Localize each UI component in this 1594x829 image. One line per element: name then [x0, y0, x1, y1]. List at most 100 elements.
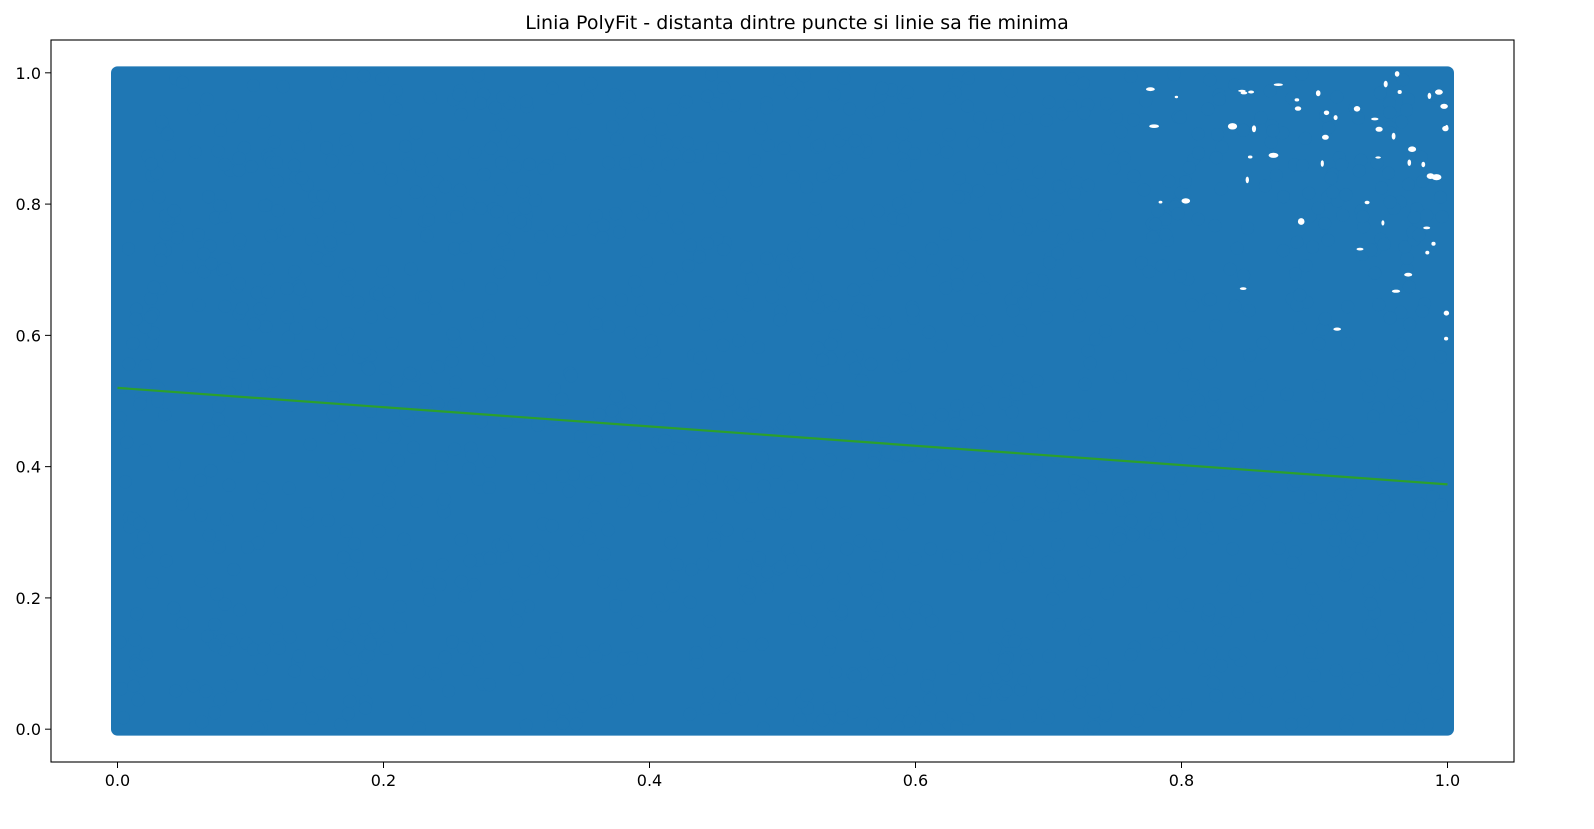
scatter-point [974, 460, 988, 474]
scatter-point [1146, 600, 1160, 614]
scatter-point [584, 77, 598, 91]
scatter-point [223, 346, 237, 360]
scatter-point [1000, 66, 1014, 80]
scatter-point [212, 399, 226, 413]
scatter-gap [1322, 134, 1329, 140]
scatter-point [301, 366, 315, 380]
scatter-point [1272, 541, 1286, 555]
scatter-point [335, 342, 349, 356]
scatter-point [887, 264, 900, 277]
scatter-point [760, 565, 774, 579]
scatter-point [616, 495, 630, 508]
scatter-point [597, 547, 611, 561]
scatter-point [133, 516, 147, 530]
scatter-point [448, 442, 462, 456]
scatter-point [269, 156, 283, 169]
scatter-point [232, 163, 246, 177]
scatter-point [979, 385, 993, 399]
scatter-point [851, 217, 865, 231]
scatter-point [1053, 180, 1067, 194]
scatter-point [1191, 393, 1205, 407]
scatter-point [569, 717, 583, 731]
scatter-point [194, 508, 208, 522]
scatter-point [875, 603, 889, 617]
scatter-point [740, 298, 754, 312]
scatter-point [1005, 405, 1019, 419]
scatter-point [967, 481, 981, 495]
scatter-point [301, 507, 314, 521]
scatter-point [1304, 490, 1317, 504]
scatter-point [1043, 256, 1057, 270]
scatter-point [247, 317, 261, 331]
scatter-point [145, 337, 159, 351]
scatter-point [325, 154, 339, 168]
scatter-point [948, 417, 962, 431]
scatter-point [130, 607, 144, 621]
scatter-point [488, 130, 502, 144]
scatter-point [835, 711, 848, 725]
scatter-point [1226, 542, 1240, 556]
scatter-point [210, 587, 224, 601]
scatter-point [463, 197, 477, 211]
scatter-point [1019, 111, 1033, 125]
scatter-point [1420, 208, 1434, 222]
scatter-point [824, 635, 838, 649]
scatter-point [1092, 228, 1106, 242]
scatter-point [1042, 95, 1056, 109]
scatter-point [235, 301, 249, 315]
scatter-point [333, 220, 347, 234]
scatter-point [528, 193, 542, 207]
scatter-point [1325, 501, 1339, 515]
scatter-point [499, 415, 513, 429]
scatter-point [676, 494, 689, 508]
scatter-point [924, 542, 938, 556]
scatter-point [1094, 501, 1108, 514]
scatter-point [362, 362, 376, 376]
scatter-point [727, 99, 741, 113]
scatter-point [757, 479, 771, 493]
scatter-point [1296, 159, 1310, 172]
scatter-point [613, 225, 626, 239]
scatter-point [1011, 285, 1025, 299]
scatter-point [1398, 240, 1412, 254]
scatter-point [896, 127, 910, 141]
scatter-point [1013, 222, 1027, 236]
scatter-point [922, 669, 936, 682]
scatter-point [535, 645, 549, 659]
scatter-point [1099, 324, 1112, 338]
scatter-point [1067, 187, 1081, 200]
scatter-point [1042, 649, 1056, 663]
scatter-point [253, 498, 267, 512]
scatter-point [159, 554, 173, 568]
scatter-point [204, 257, 218, 271]
scatter-point [465, 449, 479, 463]
scatter-point [438, 650, 452, 664]
scatter-point [683, 707, 697, 721]
scatter-point [422, 576, 436, 589]
scatter-point [418, 290, 432, 304]
scatter-point [446, 327, 460, 341]
scatter-point [482, 678, 496, 692]
scatter-point [1431, 457, 1445, 471]
scatter-point [1074, 685, 1088, 699]
scatter-point [454, 533, 468, 547]
chart-title: Linia PolyFit - distanta dintre puncte s… [525, 12, 1069, 34]
scatter-point [423, 91, 437, 105]
scatter-point [980, 672, 994, 686]
scatter-point [401, 157, 415, 171]
scatter-point [877, 425, 891, 438]
scatter-point [116, 711, 130, 725]
scatter-point [431, 397, 445, 411]
scatter-point [699, 317, 713, 331]
scatter-point [591, 472, 605, 486]
scatter-point [256, 481, 270, 495]
scatter-point [1367, 409, 1380, 423]
scatter-point [837, 71, 851, 85]
scatter-gap [1333, 115, 1338, 121]
scatter-point [423, 194, 437, 208]
scatter-point [1290, 298, 1304, 312]
scatter-point [1162, 174, 1176, 188]
scatter-point [851, 302, 865, 316]
scatter-point [977, 281, 991, 295]
scatter-point [620, 407, 633, 421]
